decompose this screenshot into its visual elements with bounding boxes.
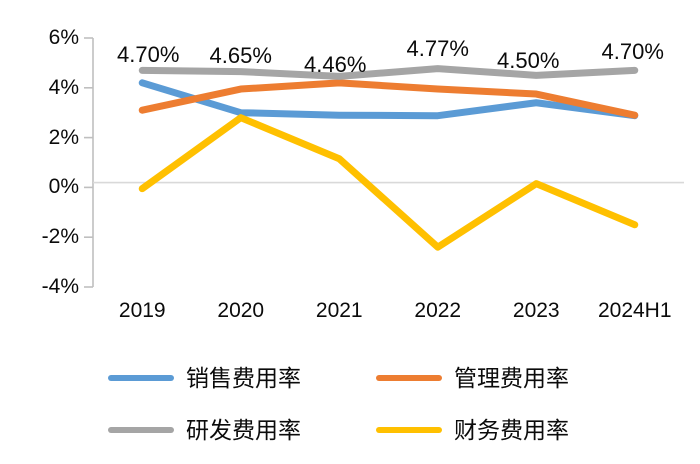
legend-item-finance[interactable]: 财务费用率 xyxy=(376,416,644,443)
legend-item-research[interactable]: 研发费用率 xyxy=(108,416,376,443)
data-point-label: 4.70% xyxy=(601,39,664,65)
legend-item-sales[interactable]: 销售费用率 xyxy=(108,364,376,391)
series-line xyxy=(138,79,639,119)
x-axis-tick-label: 2022 xyxy=(414,299,462,322)
x-axis-tick-label: 2021 xyxy=(315,299,363,322)
data-point-label: 4.50% xyxy=(497,48,560,74)
data-point-label: 4.65% xyxy=(209,42,272,68)
y-axis-tick-label: 0% xyxy=(48,175,79,199)
legend-swatch-admin-icon xyxy=(376,375,442,381)
legend-label-research: 研发费用率 xyxy=(186,416,301,443)
legend-swatch-finance-icon xyxy=(376,427,442,433)
axis-group xyxy=(84,37,684,288)
data-point-label: 4.46% xyxy=(304,52,367,78)
series-line xyxy=(138,65,639,80)
legend-label-sales: 销售费用率 xyxy=(186,364,301,391)
y-axis-tick-label: 2% xyxy=(48,125,79,149)
x-axis-tick-label: 2020 xyxy=(217,299,265,322)
data-series-group xyxy=(138,65,639,251)
legend-row-2: 研发费用率 财务费用率 xyxy=(108,404,668,456)
x-axis-tick-label: 2019 xyxy=(118,299,166,322)
legend-label-admin: 管理费用率 xyxy=(454,364,569,391)
chart-legend: 销售费用率 管理费用率 研发费用率 财务费用率 xyxy=(108,352,668,456)
y-axis-tick-label: 6% xyxy=(48,26,79,49)
legend-row-1: 销售费用率 管理费用率 xyxy=(108,352,668,404)
series-line xyxy=(138,79,639,120)
y-axis-tick-label: -4% xyxy=(41,275,79,298)
legend-label-finance: 财务费用率 xyxy=(454,416,569,443)
legend-swatch-sales-icon xyxy=(108,375,174,381)
x-axis-tick-label: 2023 xyxy=(512,299,560,322)
y-axis-tick-label: -2% xyxy=(41,225,79,249)
x-axis-tick-label: 2024H1 xyxy=(597,299,672,322)
y-axis-ticks xyxy=(84,37,93,288)
series-line xyxy=(138,114,639,251)
data-point-label: 4.70% xyxy=(117,42,180,68)
legend-swatch-research-icon xyxy=(108,427,174,433)
data-point-label: 4.77% xyxy=(406,35,469,61)
legend-item-admin[interactable]: 管理费用率 xyxy=(376,364,644,391)
y-axis-tick-label: 4% xyxy=(48,75,79,99)
